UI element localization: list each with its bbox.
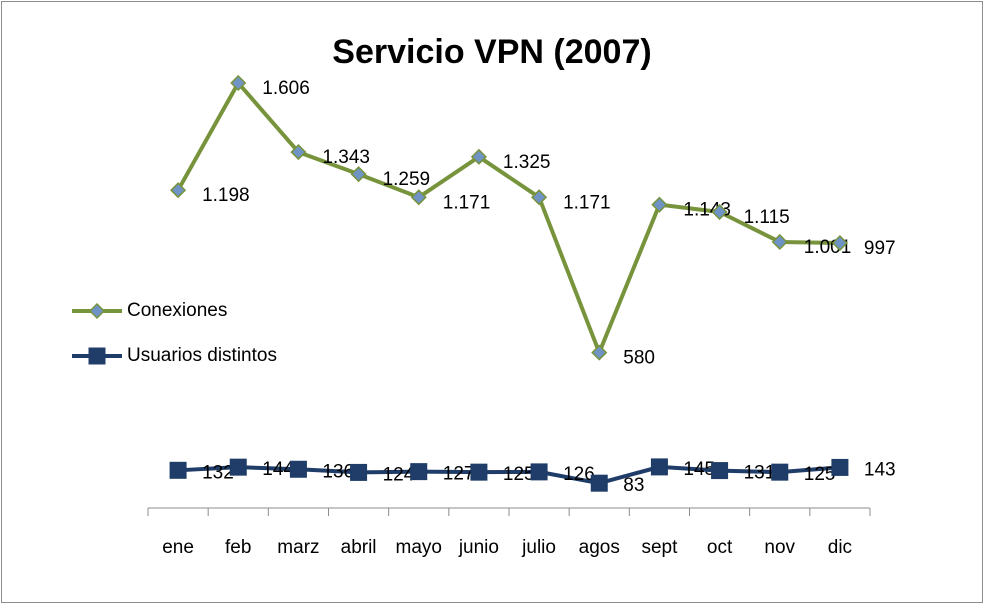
legend-label: Usuarios distintos bbox=[127, 345, 277, 366]
marker bbox=[530, 463, 548, 481]
data-label: 144 bbox=[262, 459, 294, 480]
legend-label: Conexiones bbox=[127, 300, 227, 321]
chart-title: Servicio VPN (2007) bbox=[332, 33, 651, 71]
data-label: 145 bbox=[683, 459, 715, 480]
x-tick-label: sept bbox=[641, 537, 678, 558]
data-label: 1.115 bbox=[744, 207, 790, 228]
marker bbox=[531, 189, 548, 206]
x-tick-label: oct bbox=[707, 537, 733, 558]
marker bbox=[590, 474, 608, 492]
marker bbox=[591, 344, 608, 361]
data-label: 124 bbox=[383, 464, 415, 485]
series-line bbox=[177, 464, 841, 486]
marker bbox=[470, 148, 487, 165]
data-label: 126 bbox=[563, 464, 595, 485]
marker bbox=[711, 203, 728, 221]
data-label: 1.343 bbox=[322, 147, 370, 168]
marker bbox=[410, 189, 427, 206]
x-tick-label: junio bbox=[458, 537, 499, 558]
marker bbox=[410, 463, 428, 481]
marker bbox=[650, 458, 668, 476]
legend-marker bbox=[88, 302, 106, 320]
marker bbox=[290, 144, 307, 161]
data-label: 136 bbox=[322, 461, 354, 482]
data-label: 1.259 bbox=[383, 169, 431, 190]
marker bbox=[350, 463, 368, 481]
marker bbox=[470, 463, 488, 481]
data-label: 125 bbox=[503, 464, 535, 485]
data-label: 125 bbox=[804, 464, 836, 485]
marker bbox=[711, 462, 729, 480]
data-label: 143 bbox=[864, 459, 896, 480]
marker bbox=[771, 233, 788, 251]
data-label: 1.606 bbox=[262, 78, 310, 99]
marker bbox=[831, 234, 848, 252]
marker bbox=[771, 463, 789, 481]
x-tick-label: dic bbox=[828, 537, 852, 558]
data-label: 1.325 bbox=[503, 152, 551, 173]
data-label: 131 bbox=[744, 463, 776, 484]
marker bbox=[229, 458, 247, 476]
marker bbox=[831, 458, 849, 476]
data-label: 127 bbox=[443, 464, 475, 485]
x-tick-label: nov bbox=[764, 537, 795, 558]
data-label: 1.171 bbox=[443, 192, 491, 213]
x-tick-label: agos bbox=[579, 537, 620, 558]
data-label: 997 bbox=[864, 238, 896, 259]
x-tick-label: abril bbox=[341, 537, 377, 558]
marker bbox=[289, 460, 307, 478]
x-tick-label: ene bbox=[162, 537, 194, 558]
legend-marker bbox=[88, 347, 106, 365]
x-tick-label: mayo bbox=[396, 537, 442, 558]
x-tick-label: feb bbox=[225, 537, 251, 558]
x-tick-label: marz bbox=[277, 537, 319, 558]
marker bbox=[651, 196, 668, 213]
marker bbox=[350, 166, 367, 183]
data-label: 1.198 bbox=[202, 185, 250, 206]
series-line bbox=[176, 80, 840, 355]
marker bbox=[169, 461, 187, 479]
x-tick-label: julio bbox=[521, 537, 556, 558]
data-label: 580 bbox=[623, 348, 655, 369]
marker bbox=[230, 74, 247, 92]
data-label: 83 bbox=[623, 475, 644, 496]
marker bbox=[170, 182, 187, 199]
data-label: 1.171 bbox=[563, 192, 611, 213]
data-label: 132 bbox=[202, 462, 234, 483]
